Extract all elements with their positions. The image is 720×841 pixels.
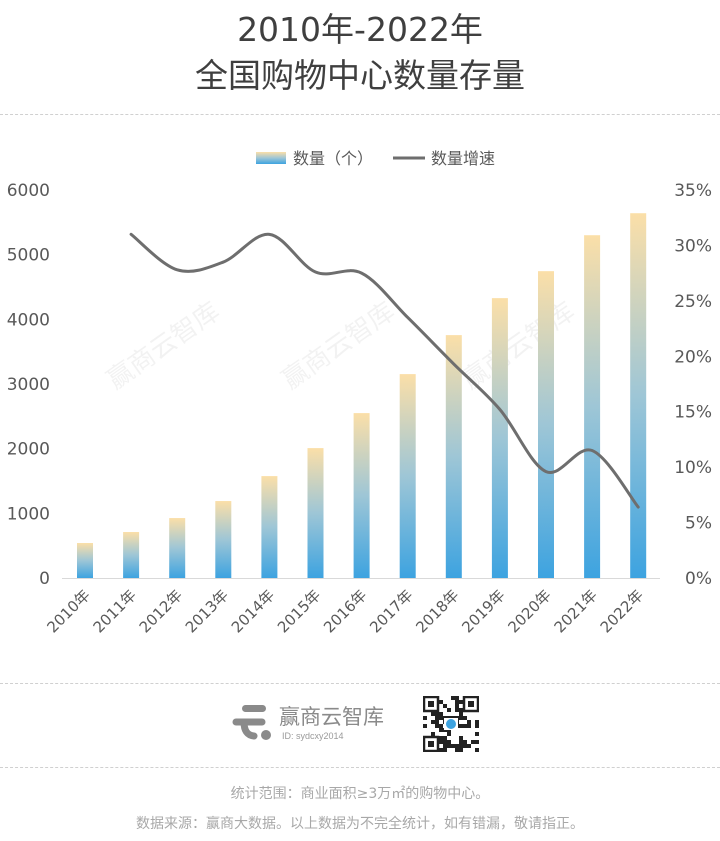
bar-series: [77, 213, 647, 578]
chart-title-line1: 2010年-2022年: [237, 10, 483, 49]
left-axis-tick: 1000: [7, 504, 50, 524]
x-axis-tick: 2022年: [597, 586, 647, 636]
watermark-text: 赢商云智库: [457, 297, 581, 396]
x-axis-tick: 2013年: [182, 586, 232, 636]
right-axis: 0% 5% 10% 15% 20% 25% 30% 35%: [674, 181, 712, 589]
watermark-text: 赢商云智库: [277, 297, 401, 396]
chart-title-line2: 全国购物中心数量存量: [195, 56, 525, 95]
legend-bar-label: 数量（个）: [293, 149, 373, 168]
divider-bottom: [0, 767, 720, 768]
right-axis-tick: 30%: [674, 236, 712, 256]
bar: [307, 448, 324, 578]
bar: [445, 335, 462, 578]
bar: [630, 213, 647, 578]
x-axis-labels: 2010年2011年2012年2013年2014年2015年2016年2017年…: [43, 586, 647, 636]
bar: [353, 413, 370, 578]
bar: [215, 501, 232, 578]
x-axis-tick: 2018年: [412, 586, 462, 636]
left-axis-tick: 3000: [7, 375, 50, 395]
x-axis-tick: 2011年: [90, 586, 140, 636]
qr-code-icon: [423, 696, 479, 752]
right-axis-tick: 15%: [674, 403, 712, 423]
left-axis-tick: 4000: [7, 310, 50, 330]
growth-line: [129, 232, 640, 509]
yingshang-logo-icon: [232, 705, 271, 740]
right-axis-tick: 0%: [685, 569, 712, 589]
bar: [538, 271, 554, 578]
watermark-group: 赢商云智库 赢商云智库 赢商云智库: [102, 297, 581, 396]
x-axis-tick: 2020年: [504, 586, 554, 636]
x-axis-tick: 2021年: [551, 586, 601, 636]
right-axis-tick: 25%: [674, 292, 712, 312]
bar: [169, 518, 186, 578]
legend: 数量（个） 数量增速: [256, 149, 495, 168]
divider-top: [0, 114, 720, 115]
footer-scope-note: 统计范围：商业面积≥3万㎡的购物中心。: [230, 786, 490, 802]
legend-bar-swatch: [256, 152, 286, 164]
x-axis-tick: 2012年: [136, 586, 186, 636]
right-axis-tick: 20%: [674, 347, 712, 367]
legend-line-label: 数量增速: [431, 149, 495, 168]
brand-id: ID: sydcxy2014: [282, 731, 344, 741]
divider-middle: [0, 683, 720, 684]
right-axis-tick: 5%: [685, 514, 712, 534]
bar: [584, 235, 601, 578]
x-axis-tick: 2017年: [366, 586, 416, 636]
bar: [123, 532, 140, 578]
bar: [77, 543, 93, 578]
x-axis-tick: 2019年: [458, 586, 508, 636]
footer-source-note: 数据来源：赢商大数据。以上数据为不完全统计，如有错漏，敬请指正。: [136, 816, 584, 832]
x-axis-tick: 2014年: [228, 586, 278, 636]
right-axis-tick: 35%: [674, 181, 712, 201]
bar: [399, 374, 416, 578]
left-axis-tick: 5000: [7, 246, 50, 266]
right-axis-tick: 10%: [674, 458, 712, 478]
left-axis-tick: 0: [39, 569, 50, 589]
x-axis-tick: 2015年: [274, 586, 324, 636]
x-axis-tick: 2016年: [320, 586, 370, 636]
watermark-text: 赢商云智库: [102, 297, 226, 396]
bar: [261, 476, 278, 578]
left-axis-tick: 2000: [7, 440, 50, 460]
left-axis-tick: 6000: [7, 181, 50, 201]
chart-area: 数量（个） 数量增速 赢商云智库 赢商云智库 赢商云智库 0100020003000…: [7, 149, 712, 636]
brand-name: 赢商云智库: [279, 705, 384, 729]
x-axis-tick: 2010年: [43, 586, 93, 636]
bar: [491, 298, 508, 578]
left-axis: 0 1000 2000 3000 4000 5000 6000: [7, 181, 50, 589]
